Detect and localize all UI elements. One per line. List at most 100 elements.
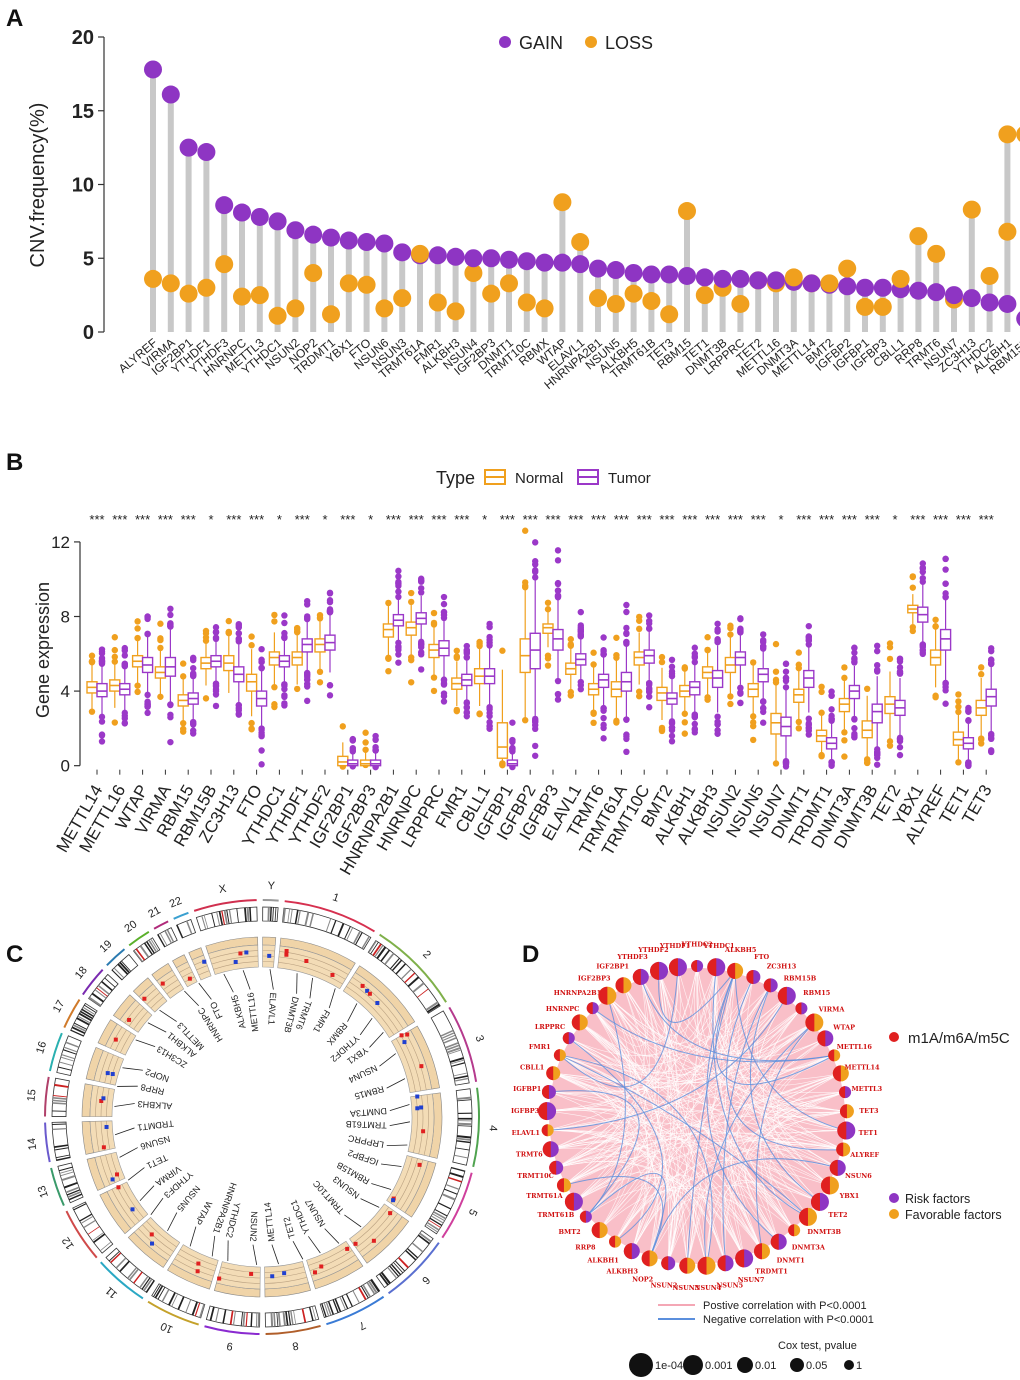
panel-b-tumor-box bbox=[848, 684, 861, 700]
panel-b-tumor-outlier bbox=[532, 742, 539, 750]
panel-a-loss-point bbox=[820, 274, 839, 293]
panel-b-tumor-outlier bbox=[691, 654, 698, 661]
panel-a-gain-point bbox=[749, 271, 768, 290]
circos-cnv-marker bbox=[160, 981, 165, 986]
network-node-label: YTHDF1 bbox=[659, 942, 690, 950]
network-positive-edge bbox=[607, 995, 847, 1117]
circos-cytoband bbox=[374, 944, 384, 958]
panel-b-normal-outlier bbox=[180, 660, 187, 667]
circos-cytoband bbox=[79, 1213, 93, 1222]
network-positive-edge bbox=[559, 995, 788, 1088]
panel-b-tumor-outlier bbox=[760, 636, 767, 644]
circos-cytoband bbox=[52, 1096, 67, 1100]
circos-cytoband bbox=[91, 992, 105, 1003]
network-node-class bbox=[679, 1257, 688, 1274]
network-node-label: BMT2 bbox=[559, 1228, 581, 1236]
circos-cytoband bbox=[203, 915, 209, 929]
panel-b-tumor-outlier bbox=[737, 627, 744, 635]
circos-cytoband bbox=[153, 1284, 162, 1298]
network-positive-edge bbox=[686, 1196, 712, 1266]
panel-b-significance: *** bbox=[409, 512, 424, 527]
panel-b-significance: * bbox=[482, 512, 487, 527]
panel-b-tumor-box bbox=[347, 759, 359, 767]
panel-a-ytick-label: 10 bbox=[72, 175, 94, 197]
network-node-class bbox=[668, 958, 678, 977]
circos-cytoband bbox=[92, 1232, 104, 1242]
network-node-label: YBX1 bbox=[839, 1192, 860, 1200]
panel-b-normal-outlier bbox=[727, 624, 734, 632]
circos-chromosome-label: 18 bbox=[73, 964, 90, 981]
circos-cnv-marker bbox=[330, 972, 335, 977]
panel-a-gain-point bbox=[1016, 311, 1020, 327]
network-node-class bbox=[837, 1121, 847, 1140]
legend-normal-label: Normal bbox=[515, 470, 563, 487]
panel-b-tumor-outlier bbox=[121, 719, 128, 727]
circos-cytoband bbox=[451, 1062, 466, 1067]
circos-cytoband bbox=[272, 907, 274, 922]
panel-b-normal-outlier bbox=[658, 658, 666, 666]
circos-cnv-marker bbox=[202, 959, 207, 964]
circos-cytoband bbox=[58, 1166, 73, 1172]
circos-gene-connector bbox=[328, 988, 336, 1009]
circos-cytoband bbox=[405, 1249, 417, 1261]
network-positive-edge bbox=[550, 976, 754, 1150]
panel-a-ytick-label: 0 bbox=[83, 322, 94, 344]
circos-gene-connector bbox=[369, 1032, 384, 1048]
network-negative-edge bbox=[712, 967, 809, 1218]
network-node-label: TRMT61A bbox=[526, 1192, 563, 1200]
panel-b-tumor-outlier bbox=[258, 664, 265, 672]
panel-b-tumor-outlier bbox=[98, 738, 106, 745]
panel-b-normal-box bbox=[884, 695, 896, 715]
panel-b-normal-outlier bbox=[818, 683, 825, 690]
circos-cytoband bbox=[63, 1181, 78, 1189]
circos-cytoband bbox=[380, 949, 391, 962]
circos-cytoband bbox=[384, 952, 395, 965]
circos-cytoband bbox=[257, 1312, 260, 1327]
panel-b-tumor-outlier bbox=[851, 733, 858, 741]
panel-a-gain-point bbox=[838, 277, 857, 296]
legend-size-label: 0.05 bbox=[806, 1360, 827, 1372]
panel-a-loss-point bbox=[215, 255, 234, 274]
circos-cytoband bbox=[226, 909, 230, 924]
network-negative-edge bbox=[559, 967, 679, 1088]
circos-cytoband bbox=[269, 907, 272, 922]
circos-chromosome-band bbox=[63, 999, 81, 1028]
panel-a-loss-point bbox=[535, 299, 554, 318]
panel-b-normal-outlier bbox=[886, 738, 894, 745]
panel-b-tumor-outlier bbox=[486, 642, 493, 649]
panel-b-tumor-outlier bbox=[98, 732, 106, 739]
circos-cnv-marker bbox=[319, 1264, 324, 1269]
panel-b-tumor-outlier bbox=[828, 712, 835, 720]
panel-b-tumor-outlier bbox=[554, 677, 562, 685]
network-node-label: FTO bbox=[754, 953, 769, 961]
panel-b-tumor-outlier bbox=[395, 567, 402, 575]
network-node-class bbox=[828, 1049, 835, 1062]
panel-b-tumor-outlier bbox=[623, 601, 630, 609]
panel-a-gain-point bbox=[873, 278, 892, 297]
panel-b-significance: *** bbox=[728, 512, 743, 527]
circos-cytoband bbox=[65, 1041, 80, 1048]
circos-cytoband bbox=[59, 1061, 73, 1067]
panel-b-tumor-outlier bbox=[714, 620, 721, 627]
circos-gene-connector bbox=[189, 1226, 197, 1247]
panel-b-normal-outlier bbox=[841, 737, 848, 744]
panel-b-significance: *** bbox=[181, 512, 196, 527]
panel-a-loss-point bbox=[642, 292, 661, 311]
panel-b-tumor-outlier bbox=[714, 638, 721, 646]
panel-b-normal-outlier bbox=[362, 739, 369, 746]
network-negative-edge bbox=[706, 970, 780, 1243]
legend-favorable-label: Favorable factors bbox=[905, 1208, 1002, 1222]
circos-track-gridline bbox=[180, 1249, 217, 1267]
circos-cnv-marker bbox=[150, 1241, 155, 1246]
panel-b-tumor-outlier bbox=[304, 615, 311, 623]
circos-gene-label: METTL16 bbox=[245, 992, 260, 1032]
panel-a-gain-point bbox=[642, 265, 661, 284]
panel-b-significance: *** bbox=[751, 512, 766, 527]
circos-cytoband bbox=[449, 1172, 464, 1179]
panel-b-tumor-outlier bbox=[121, 663, 128, 670]
panel-b-normal-outlier bbox=[978, 671, 985, 678]
panel-b-significance: *** bbox=[158, 512, 173, 527]
panel-b-tumor-outlier bbox=[304, 676, 311, 683]
panel-a-loss-point bbox=[553, 193, 572, 212]
circos-gene-connector bbox=[371, 1183, 392, 1190]
